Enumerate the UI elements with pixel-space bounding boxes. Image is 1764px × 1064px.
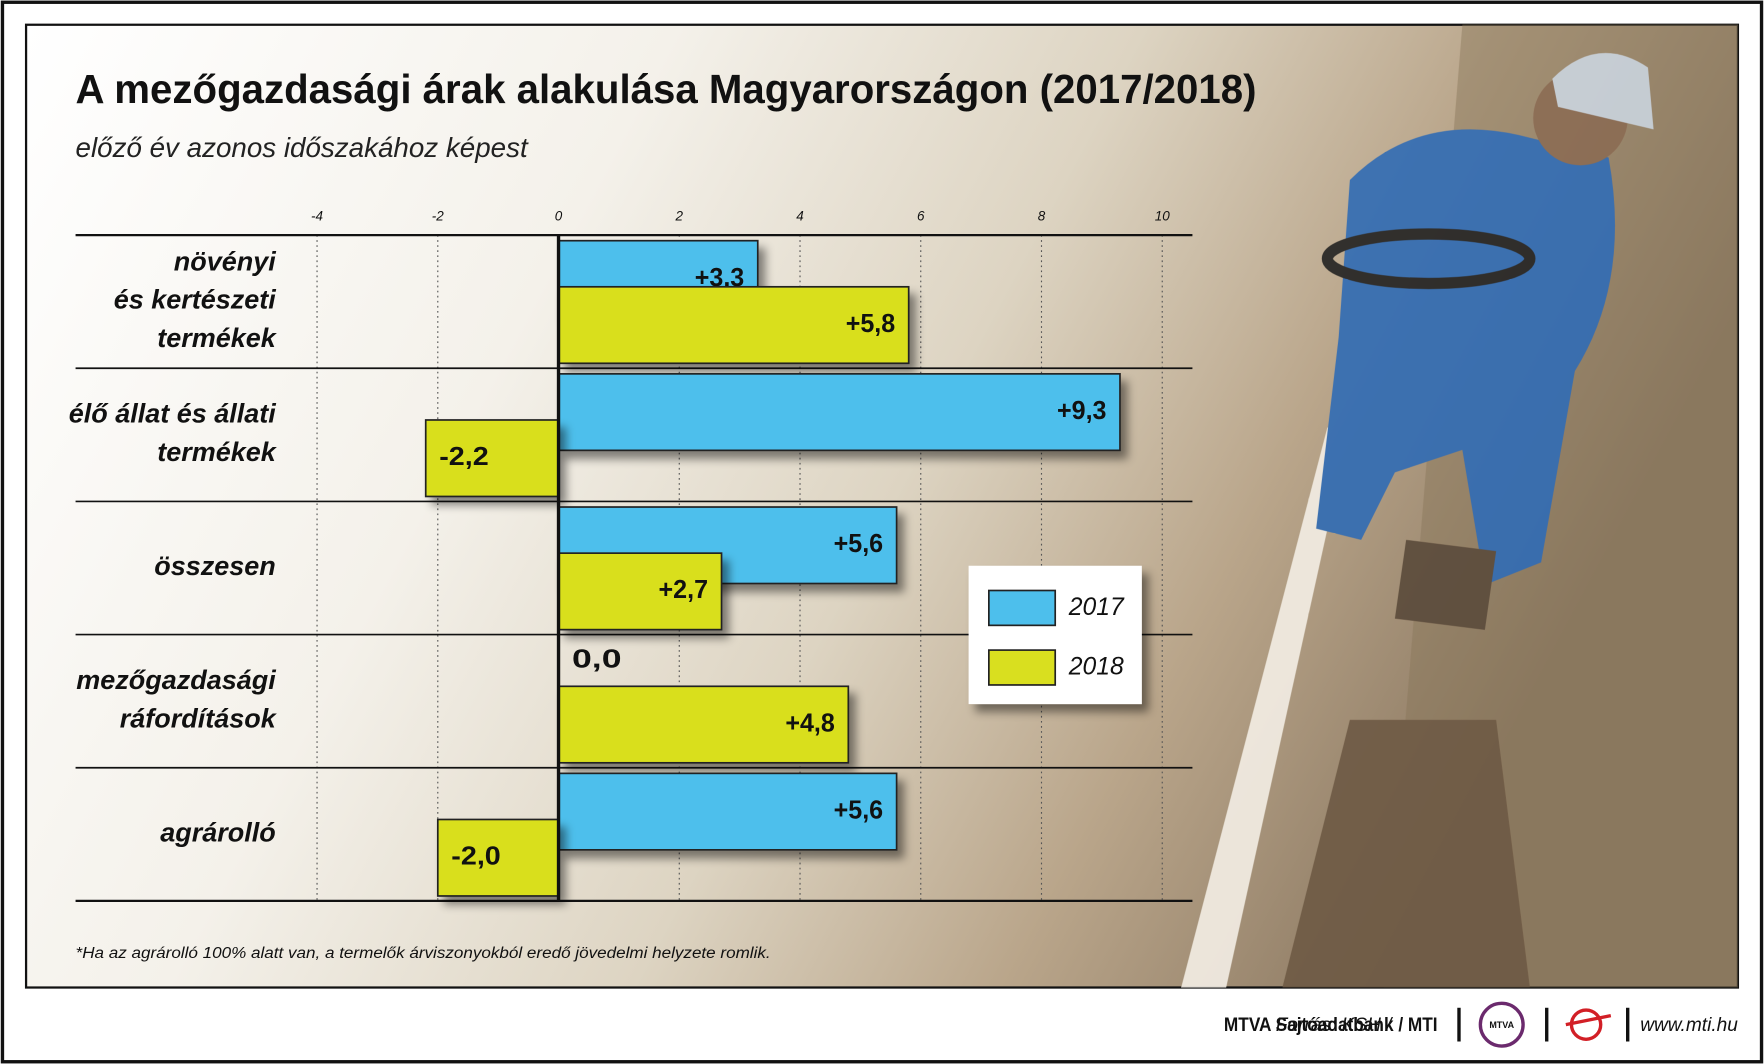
legend-swatch	[988, 649, 1057, 686]
mtva-logo	[1478, 1001, 1525, 1048]
value-label: +5,6	[834, 796, 883, 824]
photo-illustration	[1181, 24, 1738, 988]
x-tick-label: 10	[1155, 209, 1170, 224]
value-label: +9,3	[1057, 397, 1106, 425]
bar	[557, 772, 898, 851]
x-tick-label: 0	[555, 209, 563, 224]
category-label: mezőgazdasági ráfordítások	[76, 665, 277, 733]
chart-title: A mezőgazdasági árak alakulása Magyarors…	[76, 66, 1257, 112]
value-label: -2,0	[451, 843, 500, 871]
category-label: növényi és kertészeti termékek	[114, 247, 278, 353]
legend-swatch	[988, 589, 1057, 627]
chart-subtitle: előző év azonos időszakához képest	[76, 132, 529, 163]
x-tick-label: 6	[917, 209, 925, 224]
url: www.mti.hu	[1640, 1015, 1738, 1036]
legend-label: 2017	[1068, 594, 1125, 621]
legend-label: 2018	[1068, 654, 1124, 681]
bar	[557, 685, 850, 764]
category-label: összesen	[154, 551, 276, 581]
value-label: 0,0	[572, 645, 621, 673]
footer: Forrás: KSH / MTVA Sajtóadatbank / MTI M…	[1224, 1001, 1738, 1048]
logo-text: MTVA	[1489, 1020, 1514, 1030]
x-tick-label: -2	[432, 209, 444, 224]
value-label: +5,8	[846, 310, 895, 338]
value-label: +2,7	[659, 576, 708, 604]
bar	[557, 373, 1121, 452]
value-label: +4,8	[785, 709, 834, 737]
value-label: -2,2	[439, 443, 488, 471]
x-tick-label: 8	[1038, 209, 1046, 224]
bar	[436, 818, 560, 897]
x-tick-label: -4	[311, 209, 323, 224]
bar	[557, 285, 910, 365]
bar	[557, 552, 723, 631]
value-label: +5,6	[834, 530, 883, 558]
x-tick-label: 2	[675, 209, 684, 224]
footnote: *Ha az agrárolló 100% alatt van, a terme…	[76, 945, 771, 962]
source: Forrás: KSH /	[1276, 1015, 1393, 1036]
category-label: élő állat és állati termékek	[69, 399, 278, 467]
bar	[424, 419, 560, 498]
agency: MTVA Sajtóadatbank / MTI	[1224, 1015, 1438, 1036]
plot: -4 -2 0 2 4 6 8 10 növényi és kertészeti termékek +…	[69, 209, 1193, 903]
x-tick-label: 4	[796, 209, 804, 224]
category-label: agrárolló	[160, 817, 275, 847]
